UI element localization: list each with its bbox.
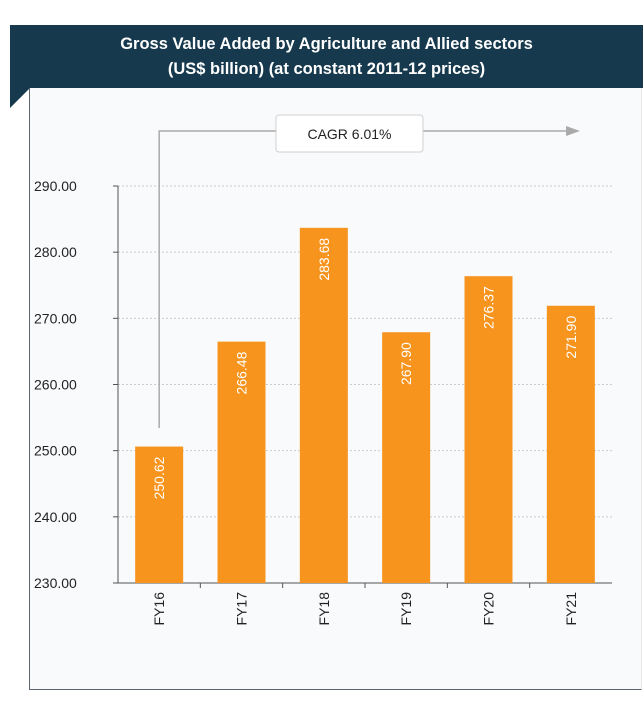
- chart-title-line-2: (US$ billion) (at constant 2011-12 price…: [167, 59, 486, 78]
- bar-fy18: [299, 227, 348, 584]
- x-tick-label: FY17: [234, 592, 250, 626]
- bar-value-label: 266.48: [234, 351, 250, 394]
- y-tick-label: 230.00: [34, 575, 77, 591]
- bar-value-label: 276.37: [481, 286, 497, 329]
- x-axis-ticks: FY16 FY17 FY18 FY19 FY20 FY21: [151, 583, 579, 625]
- y-tick-label: 260.00: [34, 377, 77, 393]
- bar-fy16: [135, 446, 184, 583]
- cagr-annotation: CAGR 6.01%: [158, 114, 580, 428]
- bar-value-label: 267.90: [398, 342, 414, 385]
- cagr-label-box: [275, 114, 424, 153]
- chart-title-bar: Gross Value Added by Agriculture and All…: [10, 25, 643, 88]
- cagr-arrow-head: [566, 126, 580, 136]
- y-tick-label: 280.00: [34, 244, 77, 260]
- bar-fy19: [382, 332, 431, 583]
- bar-fy20: [464, 276, 513, 583]
- cagr-arrow-line: [158, 130, 566, 428]
- y-tick-label: 290.00: [34, 178, 77, 194]
- x-tick-label: FY21: [563, 592, 579, 626]
- y-tick-label: 270.00: [34, 310, 77, 326]
- x-tick-label: FY18: [316, 592, 332, 626]
- cagr-label: CAGR 6.01%: [307, 126, 391, 142]
- y-axis-ticks: 230.00 240.00 250.00 260.00 270.00 280.00 290.…: [34, 178, 612, 591]
- bar-fy21: [546, 305, 595, 583]
- bar-value-label: 271.90: [563, 316, 579, 359]
- chart-title-line-1: Gross Value Added by Agriculture and All…: [120, 34, 533, 53]
- x-tick-label: FY20: [481, 592, 497, 626]
- x-tick-label: FY16: [151, 592, 167, 626]
- y-tick-label: 240.00: [34, 509, 77, 525]
- gridlines: [118, 185, 612, 518]
- bar-fy17: [217, 341, 266, 583]
- x-tick-label: FY19: [398, 592, 414, 626]
- bars: 250.62 266.48 283.68 267.90 276.37 271.90: [135, 227, 595, 584]
- title-corner-notch: [10, 88, 30, 108]
- bar-value-label: 250.62: [151, 456, 167, 499]
- y-tick-label: 250.00: [34, 443, 77, 459]
- bar-value-label: 283.68: [316, 238, 332, 281]
